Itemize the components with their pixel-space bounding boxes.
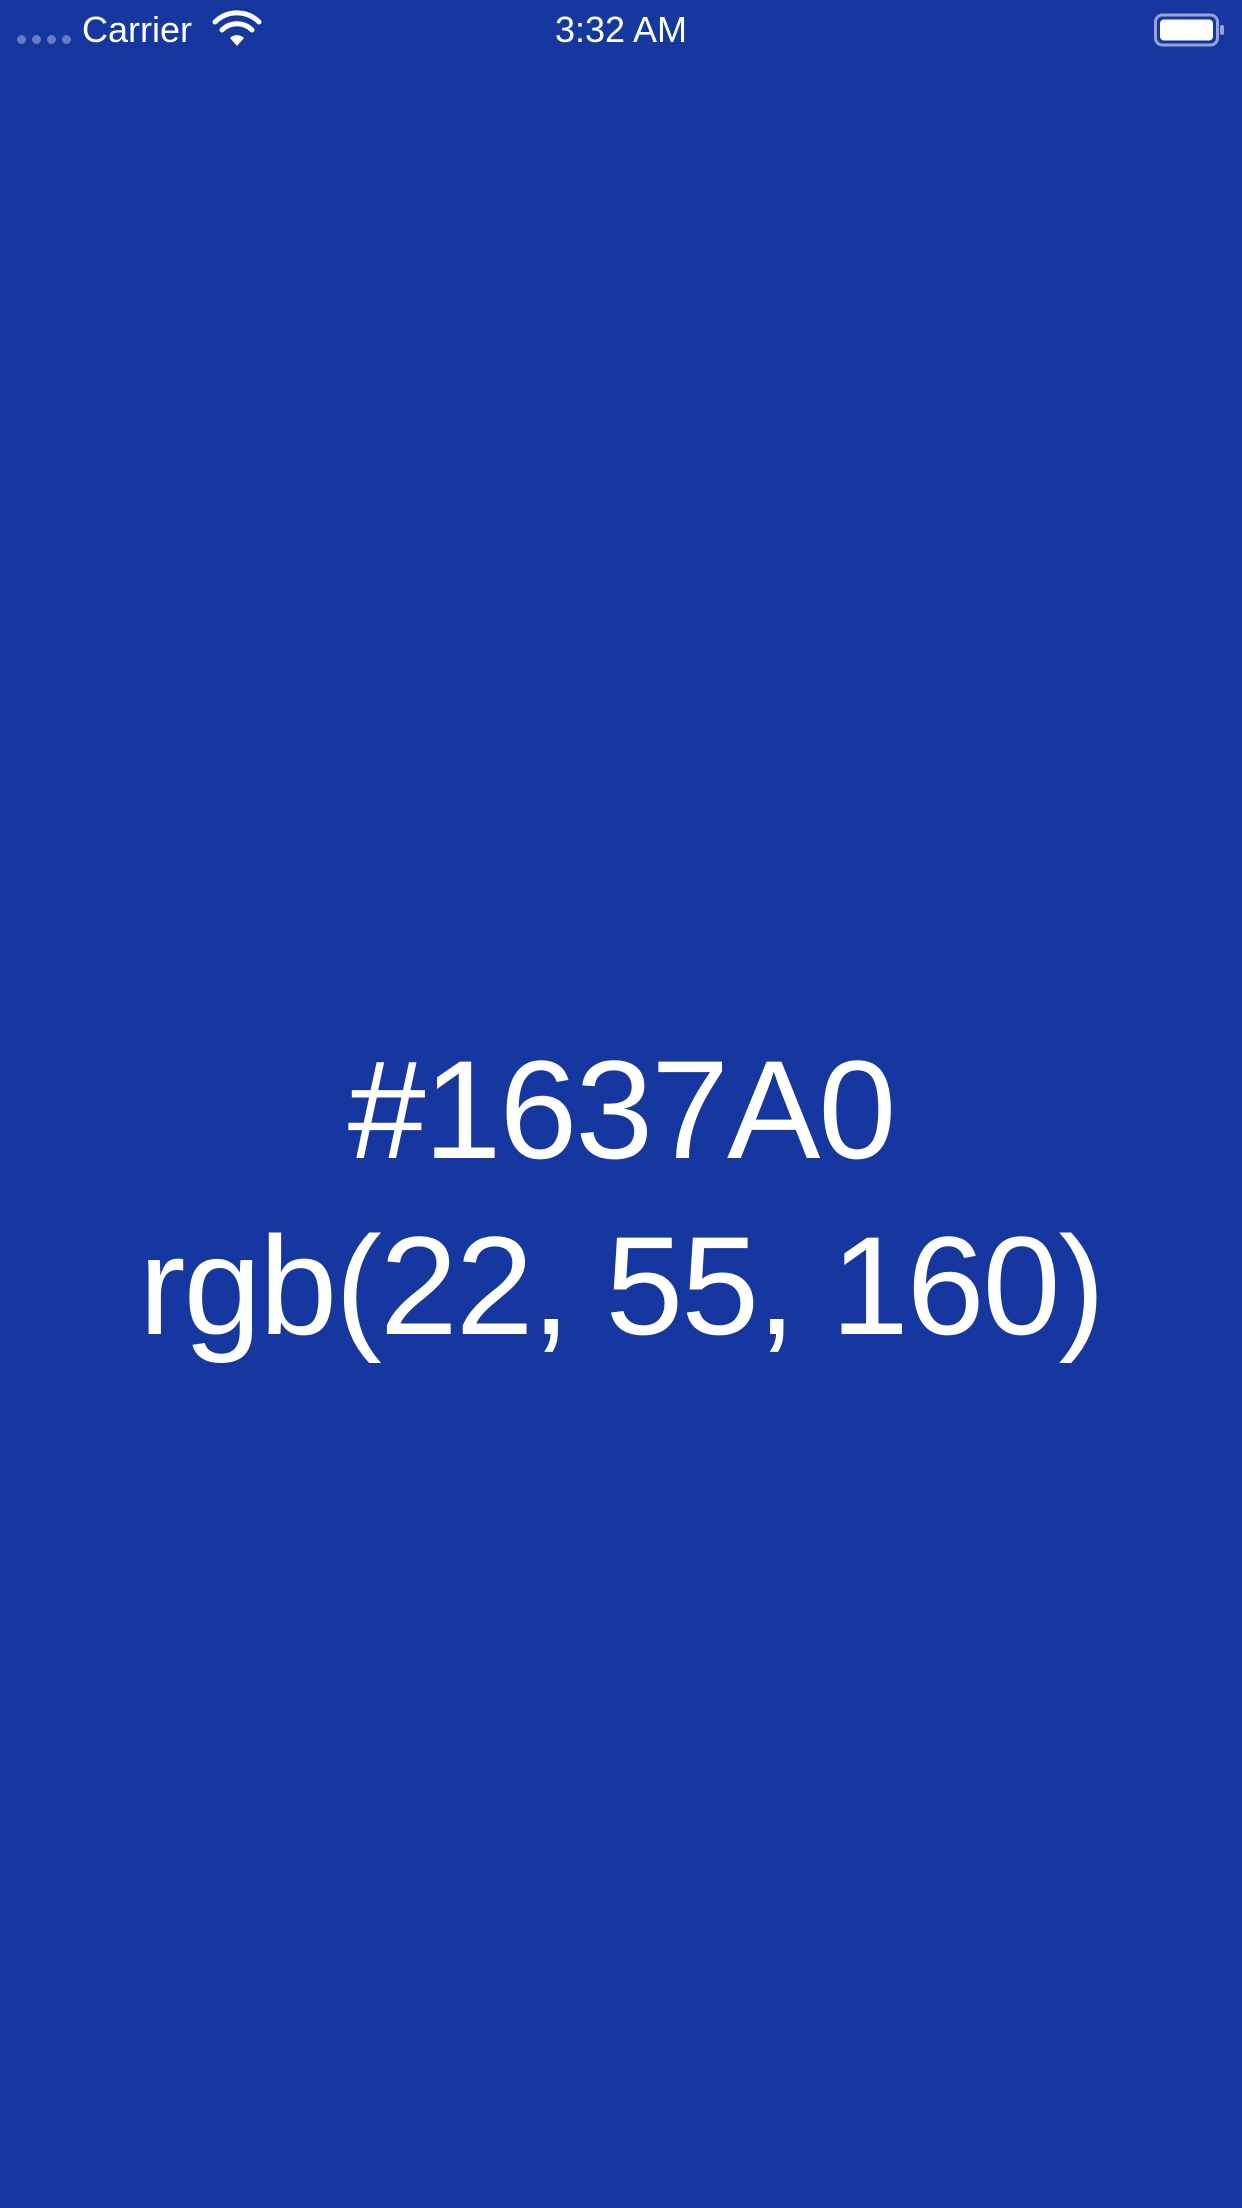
battery-icon <box>1154 13 1224 47</box>
carrier-label: Carrier <box>82 9 193 50</box>
status-bar: Carrier 3:32 AM <box>0 0 1242 60</box>
wifi-icon <box>212 10 262 46</box>
status-time: 3:32 AM <box>554 9 688 50</box>
color-info: #1637A0 rgb(22, 55, 160) <box>0 1030 1242 1366</box>
signal-dots-icon <box>17 35 71 44</box>
hex-value: #1637A0 <box>347 1031 897 1188</box>
rgb-value: rgb(22, 55, 160) <box>138 1207 1105 1364</box>
